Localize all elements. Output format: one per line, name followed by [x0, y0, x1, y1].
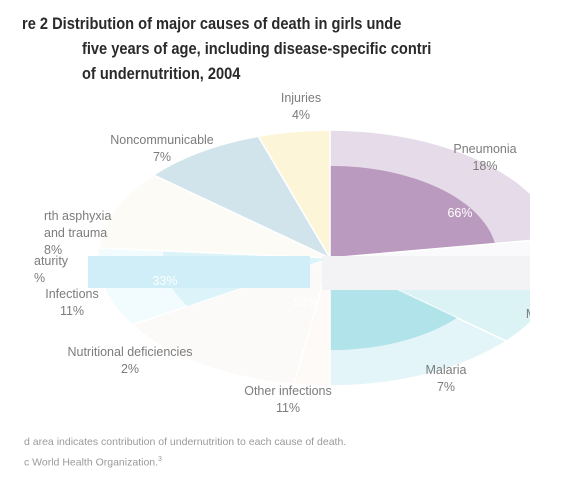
- chart-title-line-3: of undernutrition, 2004: [82, 64, 241, 83]
- footnote-source: c World Health Organization.3: [24, 456, 162, 469]
- chart-title-line-2: five years of age, including disease-spe…: [82, 39, 432, 58]
- slice-undernutrition-label-pneumonia: 66%: [447, 206, 472, 220]
- slice-label-malaria: Malaria 7%: [426, 363, 467, 394]
- cut-bands: [88, 256, 530, 290]
- slice-undernutrition-label-prematurity: 33%: [152, 274, 177, 288]
- footnote-source-text: c World Health Organization.: [24, 456, 159, 469]
- slice-label-noncommunicable: Noncommunicable 7%: [110, 133, 214, 164]
- pie-slice-infections: [130, 256, 332, 386]
- pie-slice-birth-asphyxia-and-trauma: [97, 174, 331, 259]
- pie-slice-noncommunicable: [152, 135, 332, 260]
- slice-label-infections: Infections 11%: [45, 287, 99, 318]
- slice-labels: Pneumonia 18% 66% Mea 4 Malaria 7% Other infect…: [34, 91, 550, 415]
- slice-label-pneumonia: Pneumonia 18%: [453, 142, 516, 173]
- footnote-note: d area indicates contribution of undernu…: [24, 436, 347, 448]
- slice-label-injuries: Injuries 4%: [281, 91, 321, 122]
- pie-slice-injuries: [257, 129, 331, 261]
- slice-label-birth-asphyxia-and-trauma: rth asphyxia and trauma 8%: [44, 209, 111, 257]
- chart-title-line-1: re 2 Distribution of major causes of dea…: [22, 14, 402, 33]
- footnote-ref: 3: [158, 456, 162, 463]
- pie-slice-shaded-pneumonia: [330, 165, 495, 258]
- slice-label-nutritional-deficiencies: Nutritional deficiencies 2%: [67, 345, 192, 376]
- slice-undernutrition-label-other-infections: 59%: [293, 295, 318, 309]
- slice-label-other-infections: Other infections 11%: [244, 384, 332, 415]
- slice-label-measles: Mea 4: [526, 307, 550, 338]
- slice-band-left: [88, 256, 310, 288]
- slice-label-prematurity: aturity%: [34, 254, 69, 285]
- slice-band-right: [322, 256, 530, 290]
